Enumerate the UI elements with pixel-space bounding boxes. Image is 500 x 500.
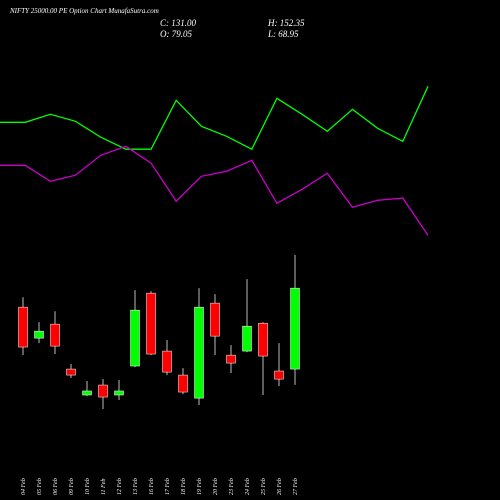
x-tick-label: 16 Feb <box>149 478 155 495</box>
x-tick-label: 25 Feb <box>261 478 267 495</box>
x-tick-label: 17 Feb <box>165 478 171 495</box>
indicator-line <box>0 145 429 236</box>
x-tick-label: 04 Feb <box>20 478 27 495</box>
candle-body <box>98 384 108 398</box>
chart-title: NIFTY 25000.00 PE Option Chart MunafaSut… <box>9 7 159 15</box>
x-tick-label: 23 Feb <box>229 478 235 495</box>
close-label: C: 131.00 <box>160 18 197 28</box>
x-tick-label: 27 Feb <box>293 478 299 495</box>
candle-body <box>178 374 188 393</box>
candle-body <box>210 302 220 337</box>
x-tick-label: 18 Feb <box>181 478 187 495</box>
open-label: O: 79.05 <box>160 29 192 39</box>
x-tick-label: 05 Feb <box>37 478 43 495</box>
low-label: L: 68.95 <box>267 29 299 39</box>
x-tick-label: 19 Feb <box>197 478 203 495</box>
x-tick-label: 13 Feb <box>133 478 139 495</box>
candle-body <box>258 322 268 357</box>
candle-body <box>18 306 28 348</box>
high-label: H: 152.35 <box>267 18 305 28</box>
candle-body <box>66 368 76 376</box>
x-tick-label: 10 Feb <box>85 478 91 495</box>
x-tick-label: 26 Feb <box>277 478 283 495</box>
candle-body <box>194 306 204 399</box>
candle-body <box>274 370 284 380</box>
candle-body <box>34 330 44 339</box>
x-tick-label: 11 Feb <box>101 479 107 495</box>
candle-body <box>242 325 252 352</box>
candle-body <box>146 292 156 355</box>
indicator-line <box>0 86 429 151</box>
candle-body <box>130 309 140 367</box>
x-tick-label: 06 Feb <box>53 478 59 495</box>
candle-body <box>82 390 92 396</box>
x-tick-label: 24 Feb <box>244 478 251 495</box>
candle-body <box>114 390 124 396</box>
candle-body <box>290 287 300 370</box>
x-tick-label: 12 Feb <box>117 478 123 495</box>
candle-body <box>226 354 236 364</box>
x-tick-label: 20 Feb <box>213 478 219 495</box>
candle-body <box>50 323 60 347</box>
candle-body <box>162 350 172 373</box>
x-tick-label: 09 Feb <box>69 478 75 495</box>
